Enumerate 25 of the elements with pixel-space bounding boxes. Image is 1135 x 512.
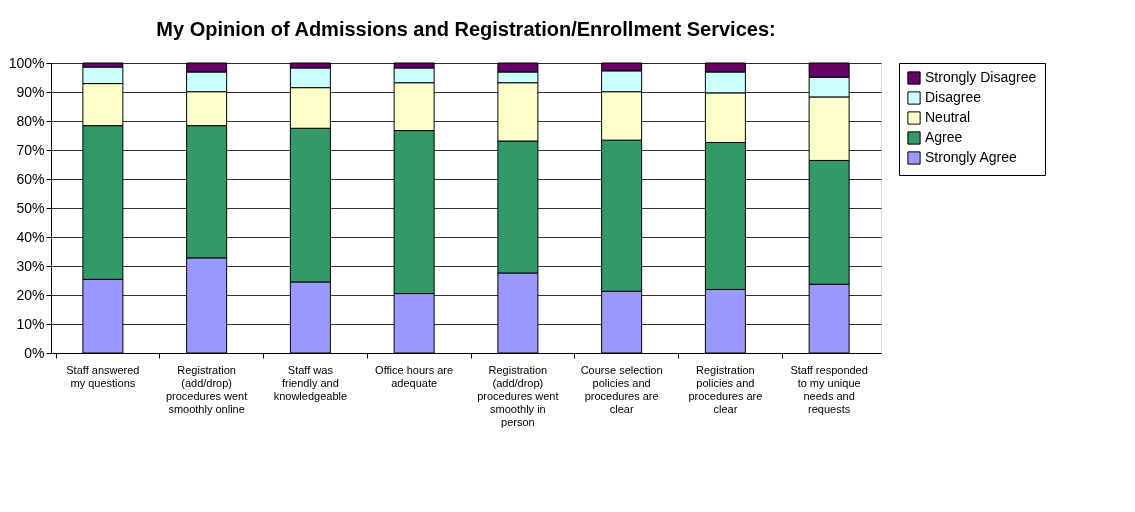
y-tick-label: 10%	[16, 315, 45, 332]
x-tick-label: Staff answered my questions	[66, 363, 140, 389]
legend-label: Neutral	[925, 109, 971, 125]
y-tick-label: 40%	[16, 228, 45, 245]
x-tick-label: Registration (add/drop) procedures went smoothly in person	[477, 363, 559, 428]
legend-label: Strongly Disagree	[925, 69, 1037, 85]
y-tick-label: 90%	[16, 83, 45, 100]
chart-title: My Opinion of Admissions and Registration/Enrollment Services:	[156, 18, 776, 40]
y-tick-label: 50%	[16, 199, 45, 216]
x-tick-label: Registration policies and procedures are clear	[688, 363, 763, 415]
y-tick-label: 0%	[24, 344, 45, 361]
y-tick-label: 30%	[16, 257, 45, 274]
y-tick-label: 20%	[16, 286, 45, 303]
y-tick-label: 100%	[8, 54, 45, 71]
y-tick-label: 70%	[16, 141, 45, 158]
x-tick-label: Registration (add/drop) procedures went smoothly online	[165, 363, 248, 415]
y-tick-label: 80%	[16, 112, 45, 129]
x-tick-label: Office hours are adequate	[375, 363, 454, 389]
x-tick-label: Course selection policies and procedures are clear	[580, 363, 663, 415]
legend-label: Disagree	[925, 89, 982, 105]
y-tick-label: 60%	[16, 170, 45, 187]
x-tick-label: Staff responded to my unique needs and requests	[790, 363, 868, 415]
legend-label: Strongly Agree	[925, 149, 1018, 165]
x-tick-label: Staff was friendly and knowledgeable	[273, 363, 348, 402]
legend-label: Agree	[925, 129, 963, 145]
